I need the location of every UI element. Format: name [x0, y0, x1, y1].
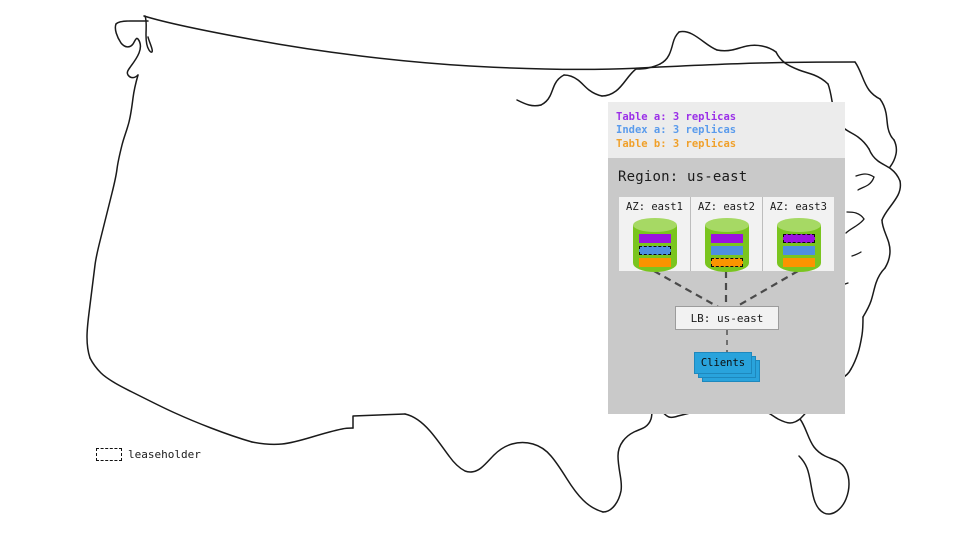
node-cylinder-east2[interactable] — [704, 218, 749, 276]
legend: leaseholder — [96, 448, 201, 461]
replica-summary: Table a: 3 replicas Index a: 3 replicas … — [608, 102, 845, 158]
range-list-east3 — [782, 234, 815, 267]
range-table-a-leaseholder[interactable] — [782, 234, 815, 243]
cylinder-top — [776, 218, 821, 232]
replica-line-table-a: Table a: 3 replicas — [616, 111, 737, 123]
load-balancer-label: LB: us-east — [690, 311, 764, 325]
range-list-east2 — [710, 234, 743, 267]
range-index-a[interactable] — [710, 246, 743, 255]
dashed-rect-icon — [96, 448, 122, 461]
range-table-b-leaseholder[interactable] — [710, 258, 743, 267]
range-table-b[interactable] — [638, 258, 671, 267]
clients-stack[interactable]: Clients — [694, 352, 760, 382]
node-cylinder-east3[interactable] — [776, 218, 821, 276]
az-label-east2: AZ: east2 — [698, 201, 755, 213]
range-table-a[interactable] — [710, 234, 743, 243]
az-cell-east3[interactable]: AZ: east3 — [763, 197, 834, 272]
range-index-a[interactable] — [782, 246, 815, 255]
az-cell-east2[interactable]: AZ: east2 — [691, 197, 763, 272]
az-label-east1: AZ: east1 — [626, 201, 683, 213]
az-container: AZ: east1 AZ: east2 — [619, 197, 834, 272]
range-list-east1 — [638, 234, 671, 267]
region-body: Region: us-east AZ: east1 — [608, 158, 845, 414]
range-index-a-leaseholder[interactable] — [638, 246, 671, 255]
range-table-a[interactable] — [638, 234, 671, 243]
replica-line-table-b: Table b: 3 replicas — [616, 137, 737, 150]
replica-line-index-a: Index a: 3 replicas — [616, 124, 737, 137]
legend-label: leaseholder — [128, 448, 201, 461]
clients-label: Clients — [700, 357, 746, 369]
az-cell-east1[interactable]: AZ: east1 — [619, 197, 691, 272]
client-card-front[interactable]: Clients — [694, 352, 752, 374]
cylinder-top — [632, 218, 677, 232]
region-diagram-panel: Table a: 3 replicas Index a: 3 replicas … — [608, 102, 845, 414]
load-balancer-box[interactable]: LB: us-east — [675, 306, 779, 330]
az-label-east3: AZ: east3 — [770, 201, 827, 213]
node-cylinder-east1[interactable] — [632, 218, 677, 276]
range-table-b[interactable] — [782, 258, 815, 267]
cylinder-top — [704, 218, 749, 232]
region-title: Region: us-east — [618, 169, 748, 185]
